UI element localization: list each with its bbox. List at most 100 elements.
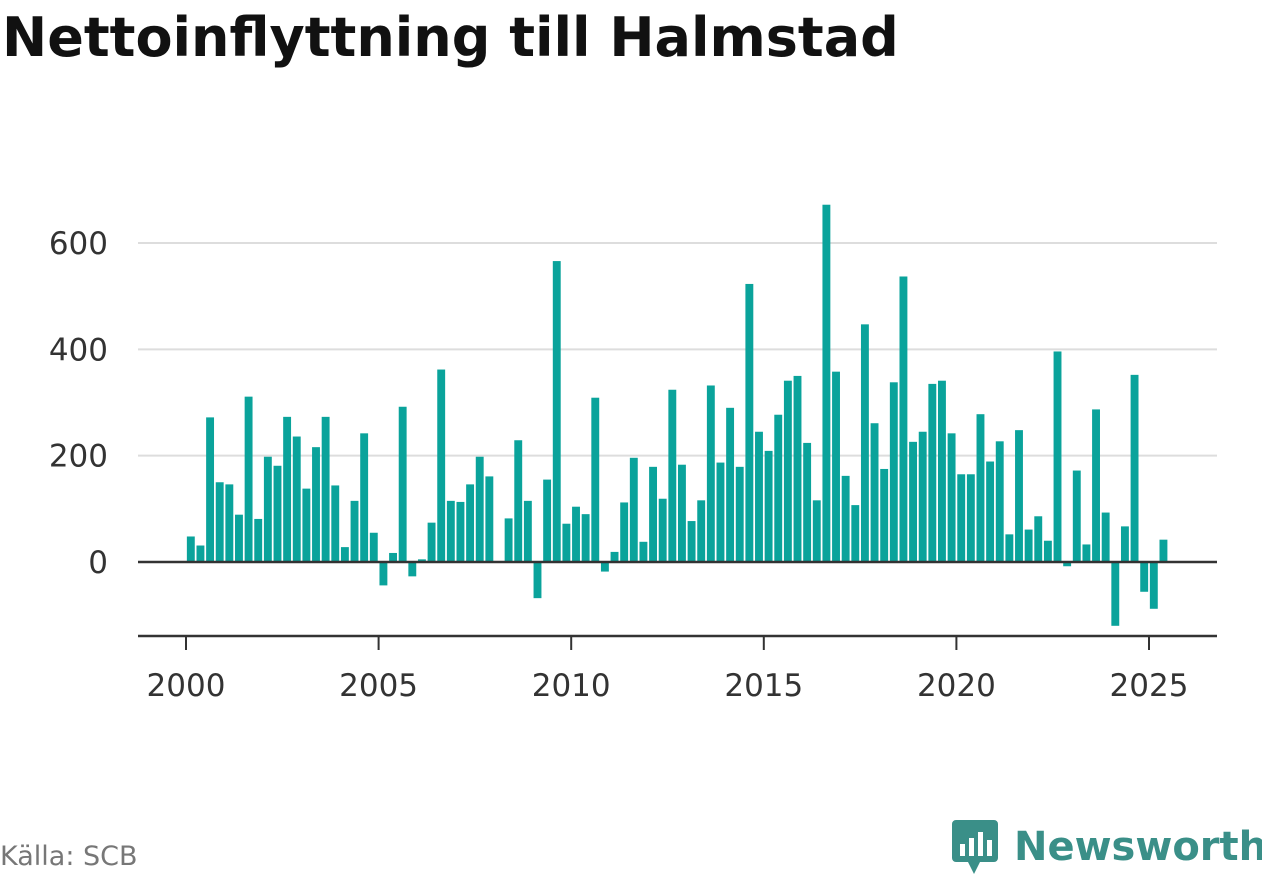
bar — [649, 466, 658, 562]
bar — [1130, 374, 1139, 562]
bar — [909, 441, 918, 562]
bar — [1101, 512, 1110, 562]
bar — [986, 461, 995, 562]
bar — [1159, 539, 1168, 562]
bar — [446, 500, 455, 562]
bar — [196, 545, 205, 562]
bar — [504, 518, 513, 562]
bar — [1149, 562, 1158, 609]
bar — [369, 532, 378, 562]
bar — [793, 375, 802, 562]
axes — [138, 634, 1217, 650]
bar — [976, 414, 985, 562]
brand-name: Newsworthy — [1014, 824, 1262, 870]
bar — [803, 442, 812, 562]
bars — [186, 204, 1168, 626]
bar — [687, 521, 696, 562]
bar — [427, 522, 436, 562]
bar — [899, 276, 908, 562]
bar — [610, 551, 619, 562]
bar — [533, 562, 542, 599]
bar — [312, 447, 320, 562]
bar — [658, 498, 667, 562]
y-tick-label: 200 — [49, 439, 108, 475]
bar — [812, 500, 821, 562]
bar — [340, 547, 349, 562]
source-note: Källa: SCB — [0, 841, 138, 872]
bar — [938, 380, 946, 562]
bar — [966, 474, 975, 562]
bar — [581, 514, 590, 562]
bar — [668, 389, 677, 562]
bar — [273, 465, 282, 562]
x-tick-label: 2020 — [917, 668, 996, 704]
bar — [215, 482, 224, 562]
bar — [706, 385, 715, 562]
bar — [957, 474, 966, 562]
bar — [880, 468, 889, 562]
bar — [225, 484, 234, 562]
chart-title: Nettoinflyttning till Halmstad — [2, 6, 899, 69]
bar — [783, 380, 792, 562]
bar — [475, 456, 484, 562]
bar — [1005, 534, 1014, 562]
bar — [1053, 351, 1062, 562]
bar — [822, 204, 831, 562]
bar — [1111, 562, 1120, 626]
bar — [1034, 516, 1043, 562]
bar — [1072, 470, 1081, 562]
bar — [1092, 409, 1100, 562]
bar — [302, 488, 311, 562]
bar — [292, 436, 301, 562]
bar — [485, 476, 494, 562]
bar — [206, 417, 215, 562]
bar — [918, 431, 927, 562]
bar — [1043, 540, 1052, 562]
bar — [466, 484, 475, 562]
bar — [523, 500, 532, 562]
bar — [235, 514, 243, 562]
bar — [1063, 562, 1072, 567]
bar — [774, 414, 783, 562]
bar — [995, 441, 1004, 562]
bar — [543, 479, 552, 562]
brand-logo: Newsworthy — [950, 818, 1262, 876]
bar — [1082, 544, 1091, 562]
bar — [677, 464, 686, 562]
bar — [1024, 529, 1033, 562]
bar — [1140, 562, 1149, 592]
newsworthy-logo-icon — [952, 820, 998, 874]
bar — [851, 505, 860, 562]
bar — [620, 502, 629, 562]
bar — [254, 518, 263, 562]
bar — [321, 416, 330, 562]
y-tick-label: 0 — [88, 545, 108, 581]
bar — [697, 500, 706, 562]
x-tick-label: 2010 — [532, 668, 611, 704]
y-tick-label: 400 — [49, 332, 108, 368]
bar — [360, 433, 369, 562]
bar — [562, 523, 571, 562]
bar — [552, 261, 561, 562]
bar — [639, 541, 648, 562]
bar — [745, 283, 754, 562]
bar — [860, 324, 869, 562]
bar — [889, 382, 898, 562]
x-tick-label: 2005 — [339, 668, 418, 704]
bar — [726, 407, 735, 562]
bar — [417, 559, 426, 562]
y-tick-labels: 0 200 400 600 — [49, 226, 108, 581]
bar — [1120, 526, 1129, 562]
y-tick-label: 600 — [49, 226, 108, 262]
bar — [514, 440, 523, 562]
bar — [456, 501, 465, 562]
bar — [735, 466, 744, 562]
bar — [263, 456, 272, 562]
x-tick-label: 2000 — [147, 668, 226, 704]
bar — [947, 433, 956, 562]
bar — [437, 369, 446, 562]
bar — [244, 396, 253, 562]
x-tick-label: 2015 — [724, 668, 803, 704]
bar — [629, 457, 638, 562]
